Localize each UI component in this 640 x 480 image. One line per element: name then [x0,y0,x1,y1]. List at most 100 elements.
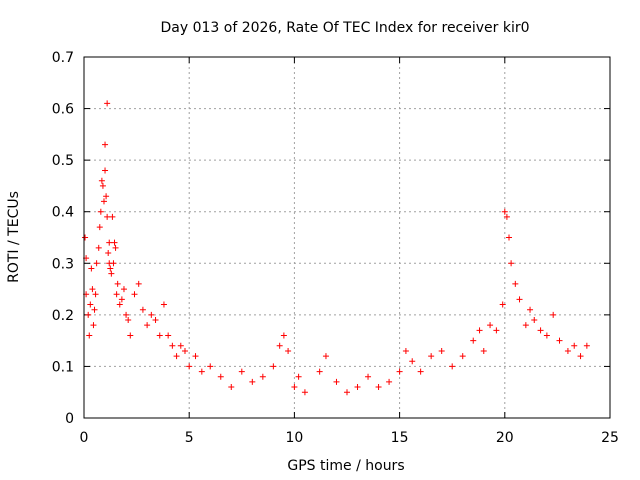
data-point [99,182,106,189]
data-point [537,327,544,334]
y-tick-label: 0.5 [52,153,74,169]
data-point [93,260,100,267]
data-point [396,368,403,375]
data-point [148,311,155,318]
data-point [375,384,382,391]
data-point [493,327,500,334]
data-point [459,353,466,360]
data-point [139,306,146,313]
data-point [280,332,287,339]
data-point [499,301,506,308]
data-point [156,332,163,339]
data-point [512,280,519,287]
data-point [104,100,111,107]
y-tick-label: 0 [65,411,74,427]
data-point [198,368,205,375]
data-point [238,368,245,375]
data-point [571,342,578,349]
data-point [333,378,340,385]
data-point [322,353,329,360]
data-point [177,342,184,349]
data-point [506,234,513,241]
data-point [123,311,130,318]
data-point [106,239,113,246]
data-point [516,296,523,303]
data-point [470,337,477,344]
data-point [386,378,393,385]
data-point [111,239,118,246]
data-point [186,363,193,370]
data-point [104,213,111,220]
data-point [131,291,138,298]
data-point [577,353,584,360]
data-point [92,291,99,298]
data-point [508,260,515,267]
grid-lines [84,57,610,418]
data-point [316,368,323,375]
data-point [89,286,96,293]
data-point [181,347,188,354]
x-tick-label: 0 [80,430,89,446]
data-point [102,141,109,148]
x-tick-label: 25 [601,430,619,446]
axis-ticks [83,56,611,419]
data-point [365,373,372,380]
data-point [91,306,98,313]
data-point [85,311,92,318]
data-point [270,363,277,370]
data-point [428,353,435,360]
y-tick-label: 0.1 [52,359,74,375]
data-point [112,244,119,251]
data-point [87,301,94,308]
y-tick-label: 0.7 [52,50,74,66]
data-point [125,317,132,324]
data-point [501,208,508,215]
data-point [192,353,199,360]
data-point [217,373,224,380]
data-point [527,306,534,313]
data-point [86,332,93,339]
data-point [402,347,409,354]
data-point [97,208,104,215]
data-point [438,347,445,354]
y-axis-label: ROTI / TECUs [6,191,22,283]
data-point [114,280,121,287]
data-point [556,337,563,344]
data-point [107,265,114,272]
data-point [354,384,361,391]
data-point [127,332,134,339]
data-point [144,322,151,329]
data-point [531,317,538,324]
data-point [276,342,283,349]
y-tick-label: 0.2 [52,308,74,324]
chart-title: Day 013 of 2026, Rate Of TEC Index for r… [160,20,529,36]
data-point [449,363,456,370]
data-point [285,347,292,354]
data-point [295,373,302,380]
data-point [487,322,494,329]
plot-frame [83,56,611,419]
tick-labels: 0 5 10 15 20 25 0 0.1 0.2 0.3 0.4 0.5 0.6 0.7 [52,50,619,446]
data-point [118,296,125,303]
data-point [88,265,95,272]
y-tick-label: 0.6 [52,102,74,118]
y-tick-label: 0.4 [52,205,74,221]
data-point [344,389,350,396]
data-point [100,198,107,205]
data-point [228,384,235,391]
data-point [98,177,105,184]
data-points [82,100,590,396]
data-point [480,347,487,354]
y-tick-label: 0.3 [52,256,74,272]
data-point [108,270,115,277]
x-tick-label: 10 [285,430,303,446]
data-point [503,213,510,220]
data-point [564,347,571,354]
x-tick-label: 15 [391,430,409,446]
data-point [116,301,123,308]
data-point [103,193,110,200]
data-point [417,368,424,375]
data-point [476,327,483,334]
data-point [135,280,142,287]
